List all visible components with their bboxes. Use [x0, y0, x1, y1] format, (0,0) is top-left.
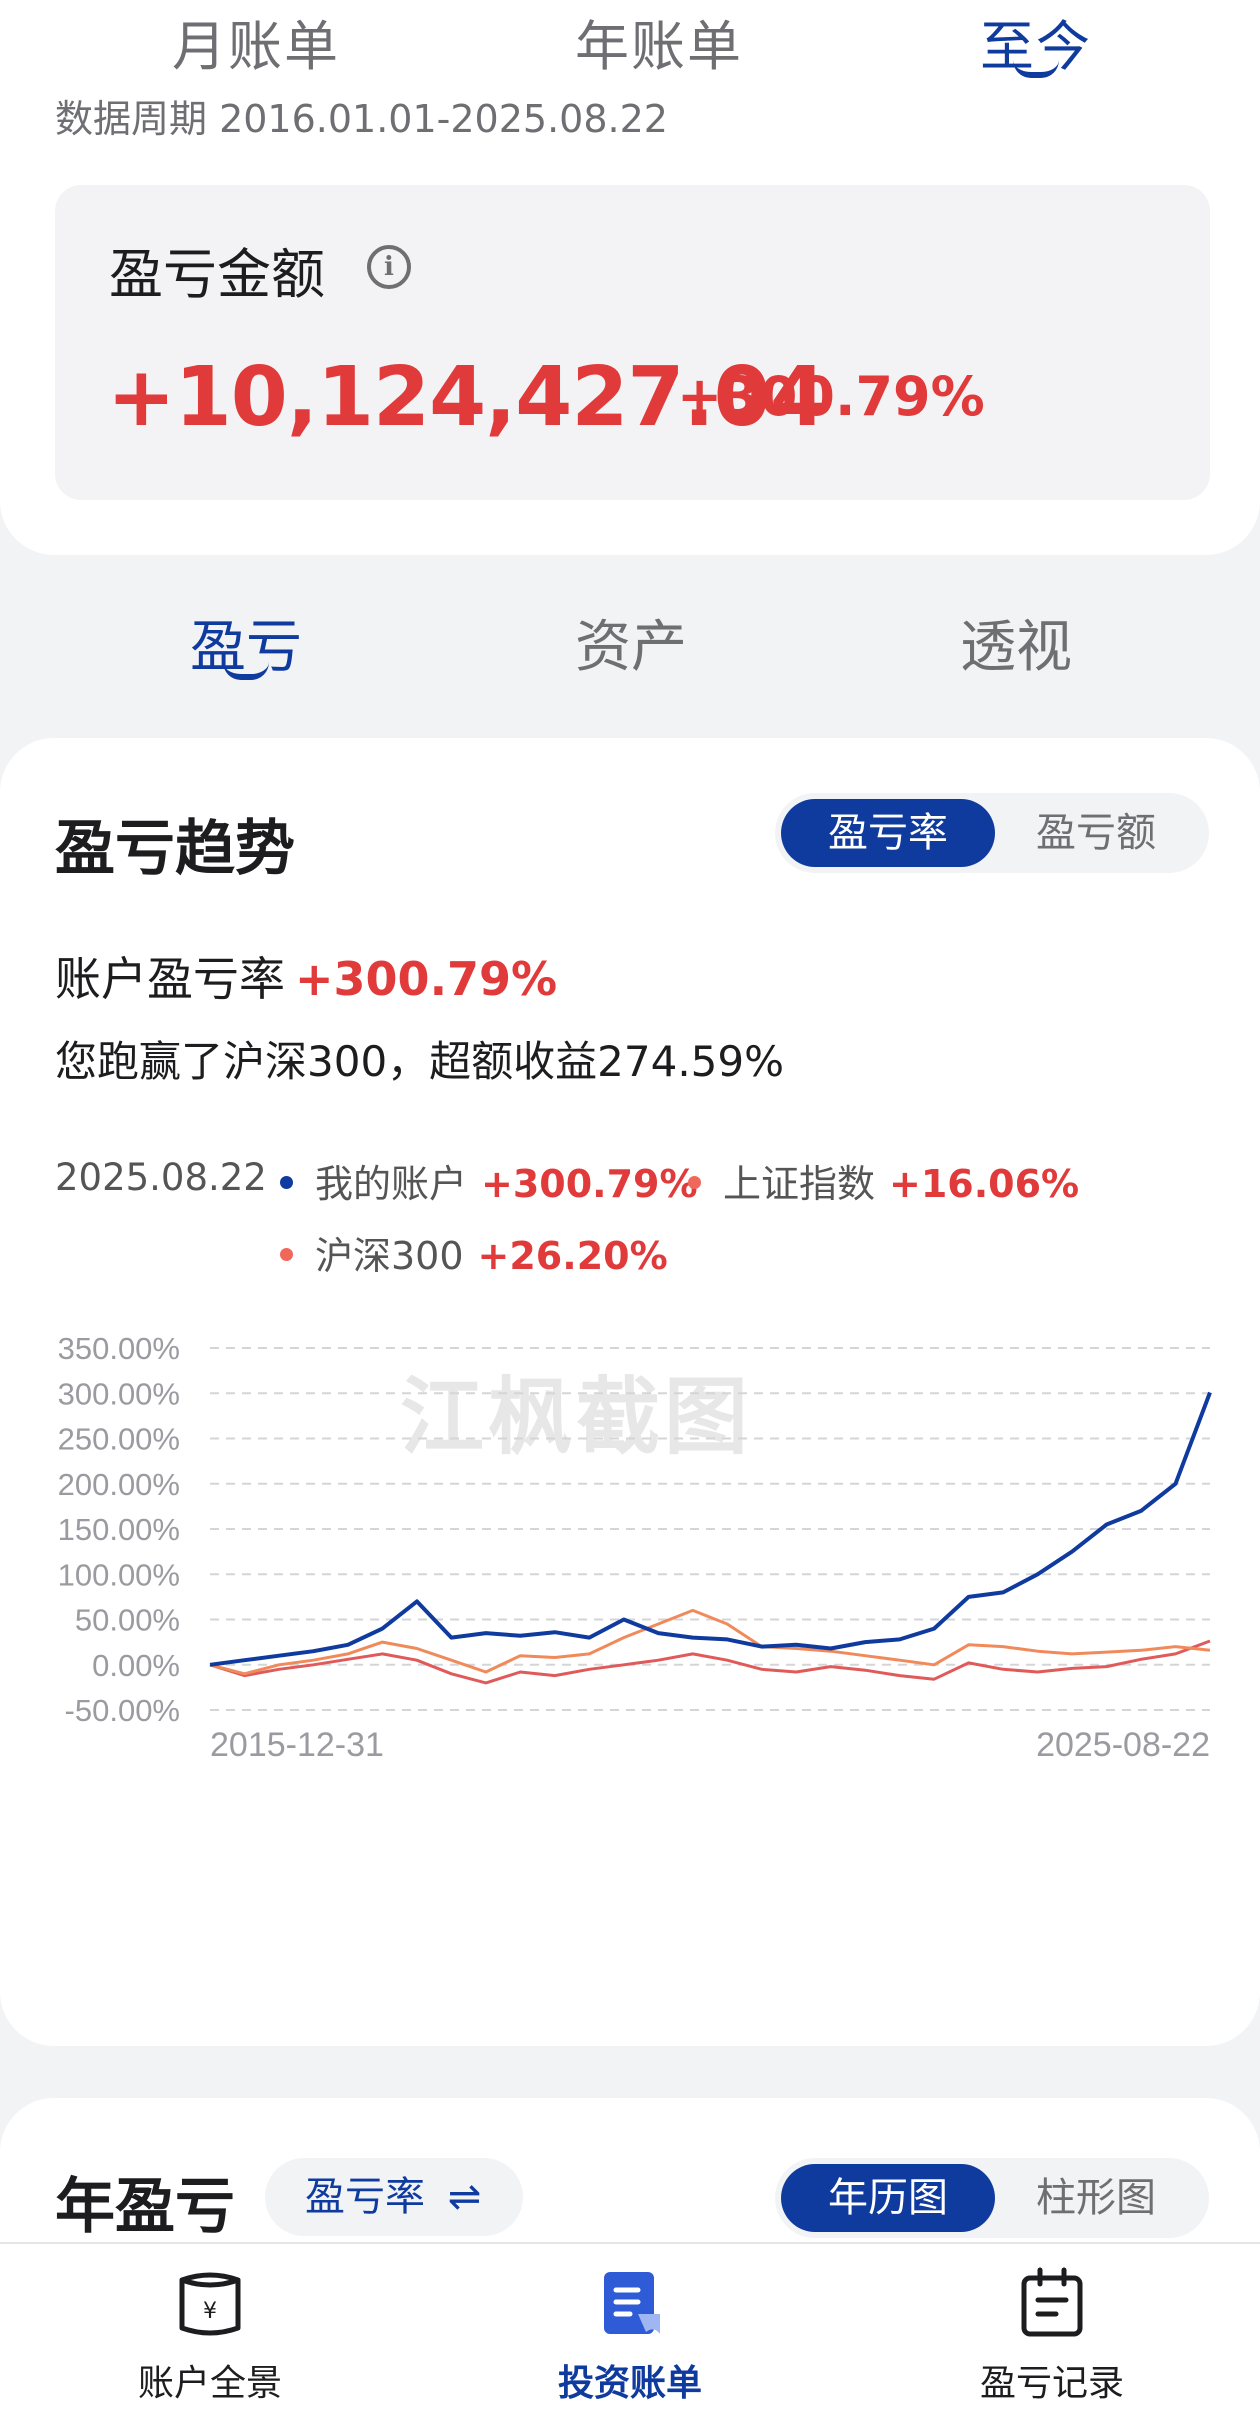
legend-name: 沪深300	[315, 1234, 464, 1278]
series-line-sse-index	[209, 1608, 1211, 1676]
yearly-pnl-title: 年盈亏	[55, 2172, 235, 2242]
legend-dot	[688, 1176, 701, 1189]
active-tab-indicator	[223, 662, 269, 680]
nav-investment-bill[interactable]: 投资账单	[480, 2244, 780, 2410]
nav-account-overview[interactable]: ¥ 账户全景	[60, 2244, 360, 2410]
y-tick-label: 0.00%	[92, 1648, 180, 1683]
pnl-amount: +10,124,427.04	[107, 350, 827, 445]
account-rate-value: +300.79%	[295, 952, 558, 1006]
toggle-rate[interactable]: 盈亏率	[781, 799, 995, 867]
tab-insight[interactable]: 透视	[960, 615, 1072, 680]
x-tick-label: 2015-12-31	[210, 1726, 384, 1758]
legend-date: 2025.08.22	[55, 1156, 267, 1199]
legend-my-account: 我的账户 +300.79%	[280, 1153, 698, 1208]
pnl-summary: 盈亏金额 i +10,124,427.04 +300.79%	[55, 185, 1210, 500]
tab-monthly-bill[interactable]: 月账单	[172, 15, 340, 78]
trend-title: 盈亏趋势	[55, 814, 295, 884]
pnl-label: 盈亏金额	[109, 243, 325, 306]
pnl-trend-chart[interactable]: 350.00% 300.00% 250.00% 200.00% 150.00% 100.0…	[0, 1328, 1260, 1758]
wallet-icon: ¥	[179, 2272, 241, 2336]
summary-card: 月账单 年账单 至今 数据周期 2016.01.01-2025.08.22 盈亏…	[0, 0, 1260, 555]
y-tick-label: 250.00%	[58, 1422, 180, 1457]
series-line-csi300	[209, 1639, 1211, 1685]
bill-icon	[604, 2272, 660, 2334]
nav-label: 盈亏记录	[979, 2363, 1124, 2404]
swap-icon: ⇌	[447, 2174, 482, 2220]
legend-csi300: 沪深300 +26.20%	[280, 1225, 668, 1280]
calendar-icon	[1021, 2267, 1083, 2337]
toggle-calendar-view[interactable]: 年历图	[781, 2164, 995, 2232]
date-range: 数据周期 2016.01.01-2025.08.22	[55, 97, 668, 141]
y-tick-label: 100.00%	[58, 1557, 180, 1592]
main-tabs: 盈亏 资产 透视	[0, 590, 1260, 700]
toggle-amount[interactable]: 盈亏额	[1036, 810, 1156, 856]
active-tab-indicator	[1013, 60, 1059, 78]
metric-switch-label: 盈亏率	[305, 2174, 425, 2220]
legend-name: 我的账户	[315, 1162, 468, 1206]
legend-value: +16.06%	[889, 1162, 1080, 1206]
pnl-trend-card: 盈亏趋势 盈亏率 盈亏额 账户盈亏率 +300.79% 您跑赢了沪深300，超额收…	[0, 738, 1260, 2046]
pnl-percent: +300.79%	[677, 365, 985, 428]
y-tick-label: 50.00%	[75, 1603, 180, 1638]
period-tabs: 月账单 年账单 至今	[0, 0, 1260, 80]
x-tick-label: 2025-08-22	[1036, 1726, 1210, 1758]
y-tick-label: 300.00%	[58, 1376, 180, 1411]
legend-value: +300.79%	[481, 1162, 698, 1206]
y-tick-label: 200.00%	[58, 1467, 180, 1502]
nav-pnl-record[interactable]: 盈亏记录	[902, 2244, 1202, 2410]
beat-index-text: 您跑赢了沪深300，超额收益274.59%	[55, 1037, 785, 1086]
tab-assets[interactable]: 资产	[575, 615, 687, 680]
legend-dot	[280, 1176, 293, 1189]
y-tick-label: -50.00%	[65, 1693, 180, 1728]
account-rate-label: 账户盈亏率	[55, 952, 285, 1006]
y-tick-label: 150.00%	[58, 1512, 180, 1547]
legend-dot	[280, 1248, 293, 1261]
svg-text:¥: ¥	[203, 2299, 217, 2324]
legend-sse-index: 上证指数 +16.06%	[688, 1153, 1079, 1208]
toggle-bar-view[interactable]: 柱形图	[1036, 2175, 1156, 2221]
legend-name: 上证指数	[723, 1162, 876, 1206]
info-icon[interactable]: i	[367, 245, 411, 289]
y-tick-label: 350.00%	[58, 1331, 180, 1366]
yearly-view-toggle: 年历图 柱形图	[775, 2158, 1209, 2238]
series-line-my-account	[209, 1391, 1212, 1667]
metric-switch-chip[interactable]: 盈亏率 ⇌	[265, 2158, 523, 2236]
legend-value: +26.20%	[477, 1234, 668, 1278]
nav-label: 账户全景	[137, 2363, 282, 2404]
account-rate: 账户盈亏率 +300.79%	[55, 943, 557, 1009]
bottom-nav: ¥ 账户全景 投资账单 盈亏记录	[0, 2242, 1260, 2410]
nav-label: 投资账单	[557, 2363, 702, 2404]
tab-yearly-bill[interactable]: 年账单	[575, 15, 743, 78]
watermark: 江枫截图	[400, 1368, 753, 1466]
trend-toggle: 盈亏率 盈亏额	[775, 793, 1209, 873]
